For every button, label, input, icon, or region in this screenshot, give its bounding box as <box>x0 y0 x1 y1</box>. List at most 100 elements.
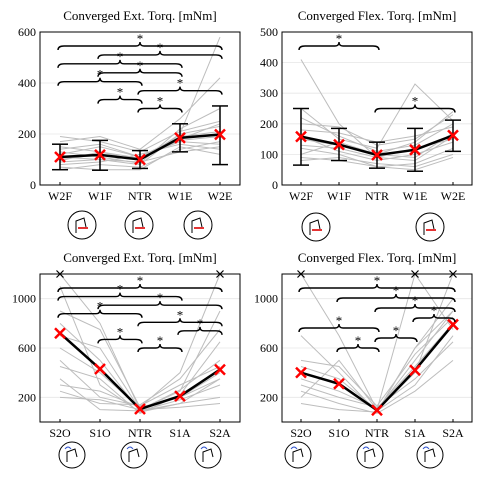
significance-brace <box>336 293 456 303</box>
mean-marker <box>174 390 186 402</box>
significance-star: * <box>117 49 124 64</box>
significance-star: * <box>97 67 104 82</box>
x-tick-label: W2E <box>208 189 233 203</box>
subject-line <box>59 273 221 411</box>
wrist-flexed-1-icon <box>124 210 154 240</box>
y-tick-label: 600 <box>260 341 278 355</box>
chart-title: Converged Flex. Torq. [mNm] <box>298 8 457 23</box>
subject-line <box>300 359 454 414</box>
subject-line <box>300 310 454 411</box>
x-tick-label: W1F <box>88 189 112 203</box>
significance-brace <box>97 50 223 59</box>
mean-marker <box>134 403 146 415</box>
x-tick-label: S2A <box>209 426 231 440</box>
x-tick-label: NTR <box>365 189 389 203</box>
x-tick-label: NTR <box>128 426 152 440</box>
significance-star: * <box>157 290 164 305</box>
y-tick-label: 500 <box>260 25 278 39</box>
y-tick-label: 200 <box>18 390 36 404</box>
x-tick-label: W2E <box>441 189 466 203</box>
significance-star: * <box>431 303 438 318</box>
wrist-flexed-icon <box>301 212 331 242</box>
subject-line <box>300 273 454 411</box>
chart-panel-top-right: Converged Flex. Torq. [mNm] 0 100 200 300 400… <box>260 8 473 203</box>
supination-2-icon <box>58 441 86 469</box>
chart-title: Converged Flex. Torq. [mNm] <box>298 250 457 265</box>
significance-star: * <box>197 316 204 331</box>
significance-star: * <box>412 94 419 109</box>
x-tick-label: W1E <box>168 189 193 203</box>
significance-brace <box>97 301 223 310</box>
mean-marker <box>333 138 345 151</box>
y-tick-label: 600 <box>18 341 36 355</box>
mean-marker <box>295 366 307 379</box>
x-tick-label: W2F <box>289 189 313 203</box>
wrist-neutral-icon <box>356 441 384 469</box>
significance-brace <box>412 313 456 323</box>
mean-marker <box>371 149 383 161</box>
x-tick-label: S1A <box>169 426 191 440</box>
significance-star: * <box>177 307 184 322</box>
plot-frame <box>281 31 473 186</box>
significance-star: * <box>97 299 104 314</box>
x-tick-label: W2F <box>48 189 72 203</box>
pronation-2-icon <box>416 441 444 469</box>
significance-brace <box>298 323 380 333</box>
mean-marker <box>94 149 106 161</box>
significance-star: * <box>157 94 164 109</box>
mean-marker <box>409 143 421 156</box>
mean-marker <box>54 151 66 163</box>
significance-star: * <box>137 273 144 288</box>
subject-line <box>59 146 221 171</box>
plot-frame <box>39 31 241 186</box>
subject-line <box>59 77 221 150</box>
significance-brace <box>374 333 418 343</box>
x-tick-label: NTR <box>128 189 152 203</box>
significance-star: * <box>117 324 124 339</box>
y-tick-label: 0 <box>30 178 36 192</box>
subject-line <box>300 83 454 149</box>
mean-marker <box>94 363 106 375</box>
x-tick-label: NTR <box>365 426 389 440</box>
posture-icons <box>58 210 445 469</box>
x-tick-label: S1A <box>404 426 426 440</box>
significance-brace <box>137 318 223 327</box>
significance-brace <box>57 77 143 86</box>
significance-star: * <box>336 31 343 46</box>
significance-star: * <box>117 85 124 100</box>
pronation-2-icon <box>194 441 222 469</box>
y-tick-label: 0 <box>272 178 278 192</box>
significance-brace <box>57 41 223 51</box>
subject-line <box>300 341 454 408</box>
mean-marker <box>134 153 146 166</box>
significance-brace <box>298 41 380 51</box>
y-tick-label: 100 <box>260 147 278 161</box>
plot-frame <box>281 273 473 423</box>
significance-star: * <box>177 76 184 91</box>
y-tick-label: 200 <box>260 390 278 404</box>
significance-star: * <box>157 40 164 55</box>
significance-brace <box>97 335 143 344</box>
significance-star: * <box>137 31 144 46</box>
y-tick-label: 400 <box>18 76 36 90</box>
y-tick-label: 600 <box>18 25 36 39</box>
wrist-flexed-2-icon <box>67 210 97 240</box>
significance-star: * <box>117 282 124 297</box>
chart-panel-bottom-left: Converged Ext. Torq. [mNm] 200 600 1000 S2O S… <box>12 250 241 440</box>
mean-marker <box>447 129 459 142</box>
plot-frame <box>39 273 241 423</box>
x-tick-label: S1O <box>89 426 111 440</box>
significance-brace <box>137 86 223 95</box>
significance-star: * <box>412 293 419 308</box>
chart-title: Converged Ext. Torq. [mNm] <box>63 250 217 265</box>
significance-brace <box>374 104 456 113</box>
x-tick-label: S2A <box>442 426 464 440</box>
y-tick-label: 300 <box>260 86 278 100</box>
x-tick-label: S2O <box>49 426 71 440</box>
x-tick-label: W1F <box>327 189 351 203</box>
y-tick-label: 200 <box>18 127 36 141</box>
significance-brace <box>137 343 183 353</box>
significance-brace <box>137 104 183 113</box>
y-tick-label: 200 <box>260 117 278 131</box>
significance-star: * <box>157 333 164 348</box>
